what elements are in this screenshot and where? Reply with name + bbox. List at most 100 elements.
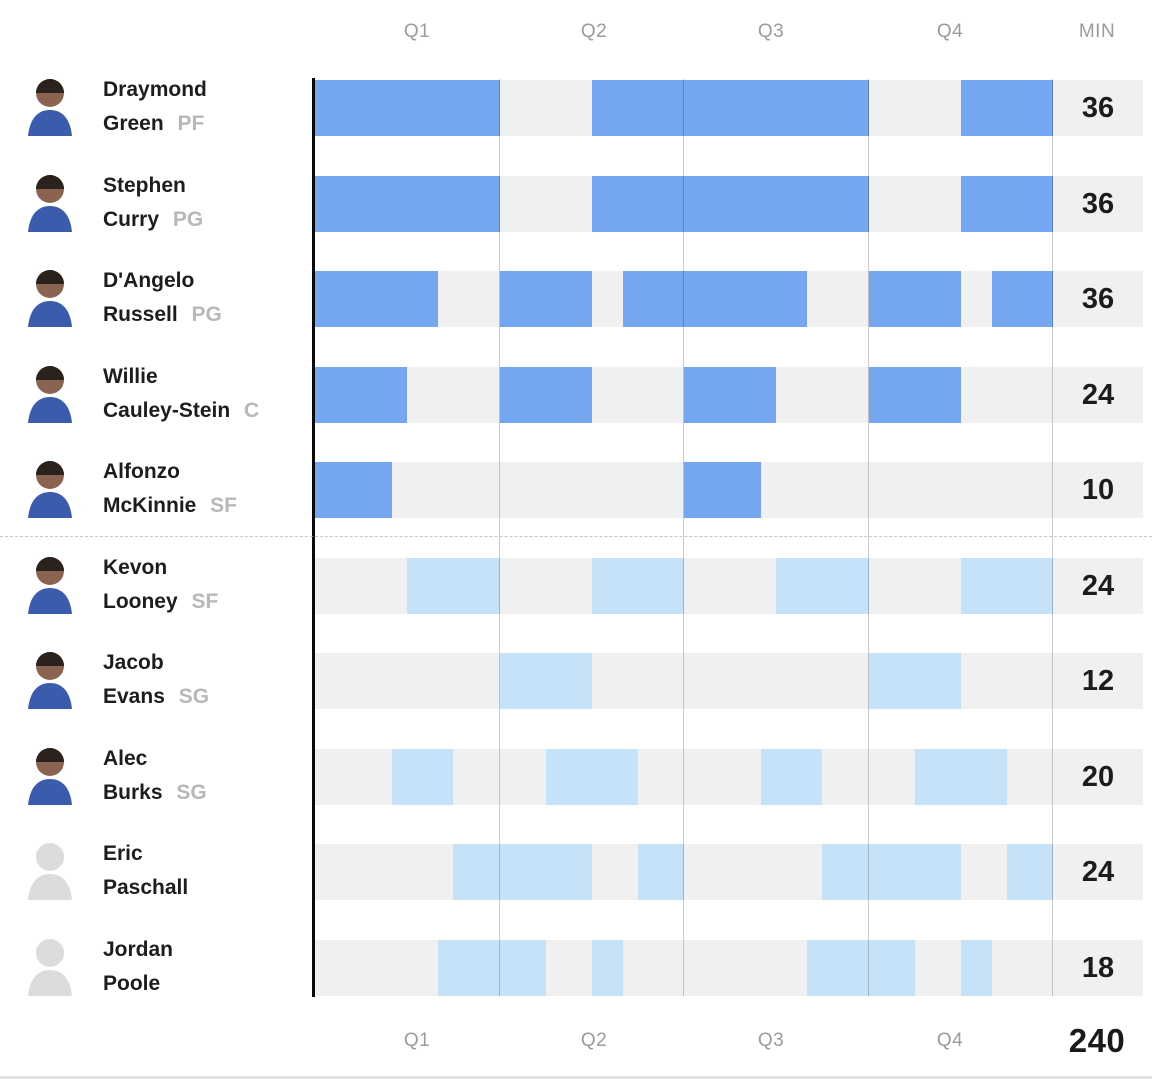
stint-bar bbox=[914, 748, 1007, 805]
player-first-name: Stephen bbox=[103, 173, 186, 197]
player-position: SG bbox=[172, 685, 210, 708]
player-row: D'Angelo Russell PG 36 bbox=[0, 269, 1152, 327]
player-position: SF bbox=[185, 589, 219, 613]
stint-bar bbox=[591, 939, 623, 996]
player-last-name: Russell bbox=[103, 303, 178, 326]
player-row: Jordan Poole 18 bbox=[0, 938, 1152, 996]
avatar-hair bbox=[36, 461, 64, 475]
stint-bar bbox=[438, 939, 546, 996]
avatar-shoulders bbox=[28, 969, 72, 996]
stint-bar bbox=[591, 175, 869, 232]
stint-bar bbox=[960, 939, 992, 996]
player-first-name: Willie bbox=[103, 364, 158, 388]
stint-bar bbox=[868, 366, 961, 423]
stint-bar bbox=[960, 175, 1053, 232]
stint-bar bbox=[807, 939, 915, 996]
player-last-name: Poole bbox=[103, 971, 161, 995]
player-row: Jacob Evans SG 12 bbox=[0, 651, 1152, 709]
player-last-name: Looney bbox=[103, 589, 178, 613]
player-position: PF bbox=[171, 112, 205, 135]
stint-bar bbox=[991, 271, 1053, 327]
player-minutes: 24 bbox=[1081, 856, 1115, 888]
avatar-shoulders bbox=[28, 396, 72, 423]
avatar-shoulders bbox=[28, 778, 72, 805]
player-avatar bbox=[28, 79, 72, 136]
player-first-name: Eric bbox=[103, 842, 143, 865]
player-row: Kevon Looney SF 24 bbox=[0, 556, 1152, 614]
avatar-hair bbox=[36, 747, 64, 762]
player-avatar bbox=[28, 365, 72, 423]
player-last-name: Green bbox=[103, 112, 164, 135]
stint-bar bbox=[1006, 844, 1053, 900]
avatar-shoulders bbox=[28, 492, 72, 518]
player-row: Alfonzo McKinnie SF 10 bbox=[0, 460, 1152, 518]
player-minutes: 36 bbox=[1081, 92, 1115, 124]
starters-bench-divider bbox=[0, 536, 1152, 537]
player-first-name: Alfonzo bbox=[103, 460, 180, 483]
player-position: C bbox=[238, 398, 260, 422]
player-minutes: 36 bbox=[1081, 187, 1115, 220]
player-row: Stephen Curry PG 36 bbox=[0, 174, 1152, 232]
player-minutes: 18 bbox=[1081, 951, 1115, 984]
player-avatar bbox=[28, 270, 72, 327]
player-first-name: Kevon bbox=[103, 555, 168, 579]
avatar-shoulders bbox=[28, 110, 72, 136]
stint-bar bbox=[622, 271, 807, 327]
player-position: PG bbox=[167, 207, 204, 231]
player-avatar bbox=[28, 747, 72, 805]
stint-bar bbox=[453, 844, 592, 900]
stint-bar bbox=[499, 271, 592, 327]
player-minutes: 24 bbox=[1081, 378, 1115, 411]
avatar-shoulders bbox=[28, 301, 72, 327]
player-last-name: Cauley-Stein bbox=[103, 398, 231, 422]
stint-bar bbox=[776, 557, 869, 614]
player-first-name: Alec bbox=[103, 746, 148, 770]
stint-bar bbox=[315, 271, 438, 327]
avatar-hair bbox=[36, 938, 64, 953]
player-first-name: Jacob bbox=[103, 651, 164, 674]
player-row: Willie Cauley-Stein C 24 bbox=[0, 365, 1152, 423]
player-first-name: Jordan bbox=[103, 937, 174, 961]
avatar-hair bbox=[36, 79, 64, 93]
avatar-shoulders bbox=[28, 874, 72, 900]
stint-bar bbox=[960, 80, 1053, 136]
stint-bar bbox=[315, 366, 408, 423]
player-last-name: Paschall bbox=[103, 876, 189, 899]
player-row: Alec Burks SG 20 bbox=[0, 747, 1152, 805]
player-position: SG bbox=[170, 780, 207, 804]
player-minutes: 10 bbox=[1081, 474, 1115, 506]
avatar-hair bbox=[36, 174, 64, 189]
player-minutes: 36 bbox=[1081, 283, 1115, 315]
stint-bar bbox=[407, 557, 500, 614]
footer-q4-label: Q4 bbox=[936, 1030, 964, 1051]
stint-bar bbox=[684, 366, 777, 423]
header-q2-label: Q2 bbox=[580, 21, 608, 42]
stint-bar bbox=[315, 175, 500, 232]
avatar-shoulders bbox=[28, 587, 72, 614]
stint-bar bbox=[822, 844, 961, 900]
player-position: PG bbox=[185, 303, 222, 326]
avatar-hair bbox=[36, 843, 64, 857]
player-avatar bbox=[28, 938, 72, 996]
stint-bar bbox=[637, 844, 684, 900]
total-minutes: 240 bbox=[1068, 1022, 1126, 1059]
bottom-hairline bbox=[0, 1076, 1152, 1079]
avatar-shoulders bbox=[28, 683, 72, 709]
game-start-axis bbox=[312, 78, 315, 997]
player-avatar bbox=[28, 556, 72, 614]
player-first-name: D'Angelo bbox=[103, 269, 195, 292]
header-min-label: MIN bbox=[1078, 21, 1116, 42]
stint-bar bbox=[499, 653, 592, 709]
stint-bar bbox=[591, 80, 869, 136]
header-q1-label: Q1 bbox=[403, 21, 431, 42]
stint-bar bbox=[315, 462, 392, 518]
stint-bar bbox=[760, 748, 823, 805]
player-row: Draymond Green PF 36 bbox=[0, 78, 1152, 136]
stint-bar bbox=[591, 557, 684, 614]
player-avatar bbox=[28, 461, 72, 518]
player-first-name: Draymond bbox=[103, 78, 207, 101]
header-q3-label: Q3 bbox=[757, 21, 785, 42]
stint-bar bbox=[391, 748, 454, 805]
avatar-hair bbox=[36, 365, 64, 380]
player-row: Eric Paschall 24 bbox=[0, 842, 1152, 900]
